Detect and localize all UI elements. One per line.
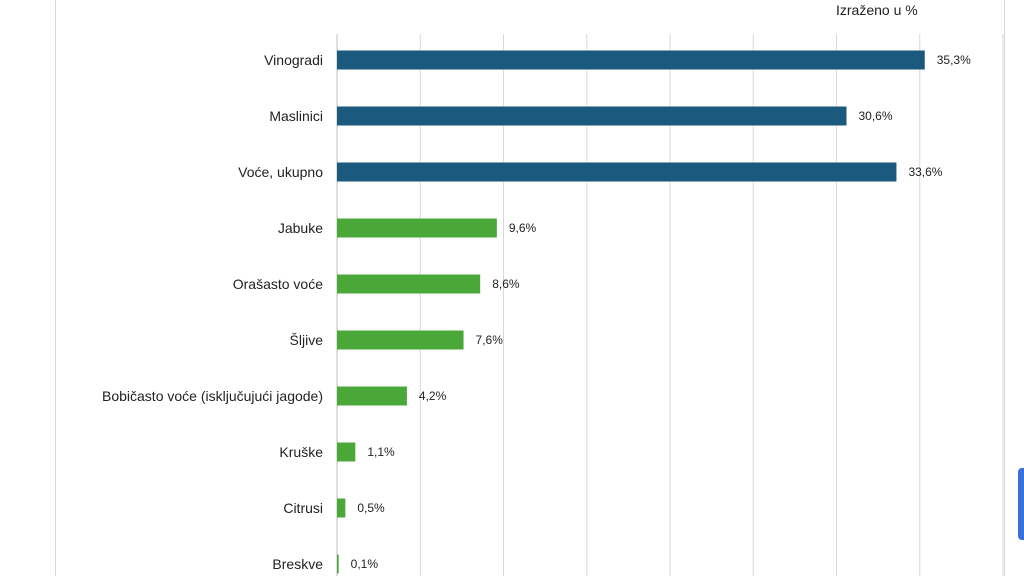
data-label: 0,1% [351, 557, 379, 571]
category-label: Vinogradi [264, 52, 323, 68]
category-label: Breskve [272, 556, 323, 572]
bar [337, 386, 407, 406]
bar [337, 106, 847, 126]
data-label: 35,3% [937, 53, 971, 67]
data-label: 7,6% [476, 333, 504, 347]
bar [337, 50, 925, 70]
bar [337, 162, 897, 182]
labels: Vinogradi 35,3% Maslinici 30,6% Voće, ukupno… [102, 52, 971, 572]
category-label: Citrusi [283, 500, 323, 516]
bars [337, 50, 925, 574]
bar [337, 498, 346, 518]
category-label: Jabuke [278, 220, 323, 236]
data-label: 4,2% [419, 389, 447, 403]
data-label: 33,6% [908, 165, 942, 179]
bar [337, 442, 356, 462]
data-label: 0,5% [357, 501, 385, 515]
data-label: 30,6% [858, 109, 892, 123]
chart-frame [55, 0, 1005, 576]
bar [337, 330, 464, 350]
category-label: Voće, ukupno [238, 164, 323, 180]
category-label: Orašasto voće [233, 276, 323, 292]
data-label: 8,6% [492, 277, 520, 291]
side-tab[interactable] [1018, 468, 1024, 540]
category-label: Bobičasto voće (isključujući jagode) [102, 388, 323, 404]
bar [337, 274, 481, 294]
bar [337, 554, 339, 574]
category-label: Maslinici [269, 108, 323, 124]
bar [337, 218, 497, 238]
data-label: 1,1% [367, 445, 395, 459]
category-label: Kruške [279, 444, 323, 460]
category-label: Šljive [290, 332, 324, 348]
data-label: 9,6% [509, 221, 537, 235]
unit-label: Izraženo u % [836, 2, 918, 18]
